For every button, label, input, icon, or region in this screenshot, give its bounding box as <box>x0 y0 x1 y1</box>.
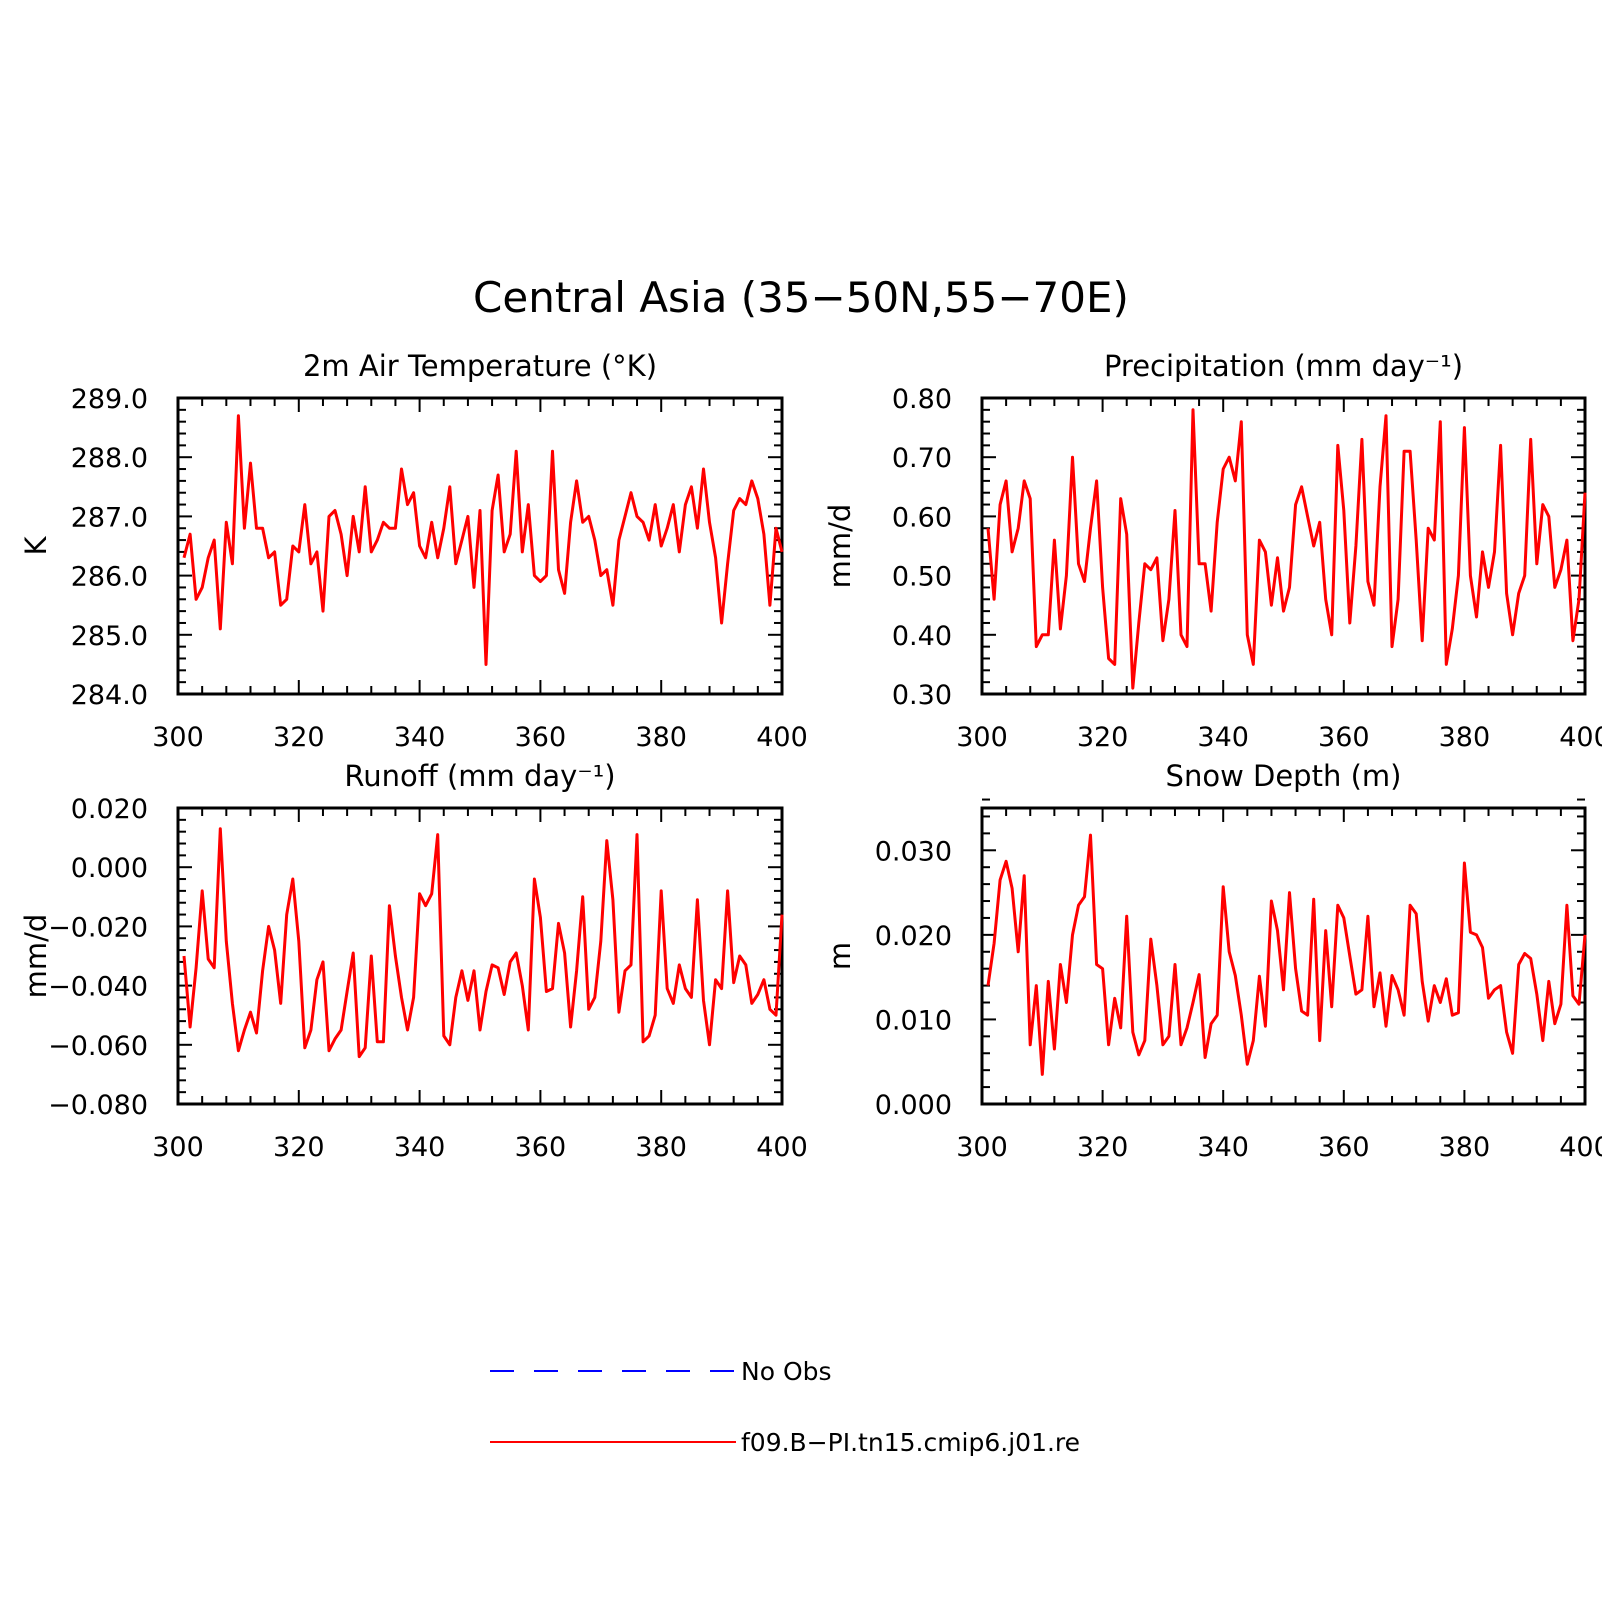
snow-depth-xtick-label: 400 <box>1559 1132 1602 1163</box>
snow-depth-xtick-label: 300 <box>956 1132 1008 1163</box>
air-temperature-xtick-label: 320 <box>273 722 325 753</box>
runoff-title: Runoff (mm day⁻¹) <box>344 759 615 793</box>
runoff-series-line <box>182 827 784 1059</box>
precipitation-xtick-label: 300 <box>956 722 1008 753</box>
precipitation-xtick-label: 400 <box>1559 722 1602 753</box>
panel-air-temperature: 2m Air Temperature (°K) K 300 320 340 360 380 4… <box>19 349 808 753</box>
precipitation-ytick-label: 0.80 <box>892 384 952 415</box>
snow-depth-series-line <box>986 833 1587 1076</box>
panel-runoff: Runoff (mm day⁻¹) mm/d 300 320 340 360 380 400 −… <box>19 759 808 1163</box>
air-temperature-xtick-label: 340 <box>394 722 446 753</box>
air-temperature-xtick-label: 360 <box>515 722 567 753</box>
air-temperature-xtick-label: 380 <box>635 722 687 753</box>
snow-depth-title: Snow Depth (m) <box>1166 759 1402 793</box>
runoff-xtick-label: 340 <box>394 1132 446 1163</box>
precipitation-xtick-label: 340 <box>1197 722 1249 753</box>
snow-depth-ytick-label: 0.030 <box>875 836 952 867</box>
precipitation-xtick-label: 380 <box>1439 722 1491 753</box>
figure-title: Central Asia (35−50N,55−70E) <box>473 273 1129 322</box>
air-temperature-xtick-label: 400 <box>756 722 808 753</box>
air-temperature-ytick-label: 285.0 <box>71 621 148 652</box>
precipitation-ytick-label: 0.70 <box>892 443 952 474</box>
runoff-ytick-label: 0.020 <box>71 794 148 825</box>
air-temperature-ytick-label: 288.0 <box>71 443 148 474</box>
precipitation-xtick-label: 360 <box>1318 722 1370 753</box>
snow-depth-ylabel: m <box>823 942 857 970</box>
precipitation-xtick-label: 320 <box>1077 722 1129 753</box>
precipitation-ytick-label: 0.60 <box>892 502 952 533</box>
precipitation-title: Precipitation (mm day⁻¹) <box>1104 349 1463 383</box>
runoff-frame <box>176 806 784 1106</box>
precipitation-ytick-label: 0.50 <box>892 562 952 593</box>
runoff-ylabel: mm/d <box>19 914 53 999</box>
snow-depth-xtick-label: 340 <box>1197 1132 1249 1163</box>
panel-precipitation: Precipitation (mm day⁻¹) mm/d 300 320 340 360… <box>823 349 1602 753</box>
snow-depth-ytick-label: 0.020 <box>875 921 952 952</box>
snow-depth-ytick-label: 0.010 <box>875 1005 952 1036</box>
snow-depth-xtick-label: 320 <box>1077 1132 1129 1163</box>
snow-depth-ytick-label: 0.000 <box>875 1090 952 1121</box>
runoff-xtick-label: 380 <box>635 1132 687 1163</box>
legend-label-model: f09.B−PI.tn15.cmip6.j01.re <box>741 1428 1080 1457</box>
precipitation-ylabel: mm/d <box>823 504 857 589</box>
air-temperature-ytick-label: 289.0 <box>71 384 148 415</box>
precipitation-frame <box>980 396 1587 696</box>
panel-snow-depth: Snow Depth (m) m 300 320 340 360 380 400 0.000 0.… <box>823 759 1602 1163</box>
runoff-xtick-label: 320 <box>273 1132 325 1163</box>
runoff-ytick-label: −0.040 <box>48 972 148 1003</box>
precipitation-series-line <box>986 408 1587 690</box>
runoff-ytick-label: −0.080 <box>48 1090 148 1121</box>
air-temperature-ylabel: K <box>19 536 53 556</box>
air-temperature-title: 2m Air Temperature (°K) <box>303 349 657 383</box>
runoff-ytick-label: −0.060 <box>48 1031 148 1062</box>
air-temperature-ytick-label: 287.0 <box>71 502 148 533</box>
runoff-ytick-label: 0.000 <box>71 853 148 884</box>
precipitation-ytick-label: 0.30 <box>892 680 952 711</box>
legend-label-no-obs: No Obs <box>741 1357 832 1386</box>
legend: No Obs f09.B−PI.tn15.cmip6.j01.re <box>490 1357 1080 1457</box>
runoff-xtick-label: 360 <box>515 1132 567 1163</box>
snow-depth-xtick-label: 380 <box>1439 1132 1491 1163</box>
runoff-xtick-label: 300 <box>152 1132 204 1163</box>
air-temperature-series-line <box>182 414 784 666</box>
snow-depth-frame <box>980 806 1587 1106</box>
air-temperature-xtick-label: 300 <box>152 722 204 753</box>
air-temperature-ytick-label: 284.0 <box>71 680 148 711</box>
runoff-ytick-label: −0.020 <box>48 912 148 943</box>
air-temperature-ytick-label: 286.0 <box>71 562 148 593</box>
snow-depth-xtick-label: 360 <box>1318 1132 1370 1163</box>
runoff-xtick-label: 400 <box>756 1132 808 1163</box>
precipitation-ytick-label: 0.40 <box>892 621 952 652</box>
